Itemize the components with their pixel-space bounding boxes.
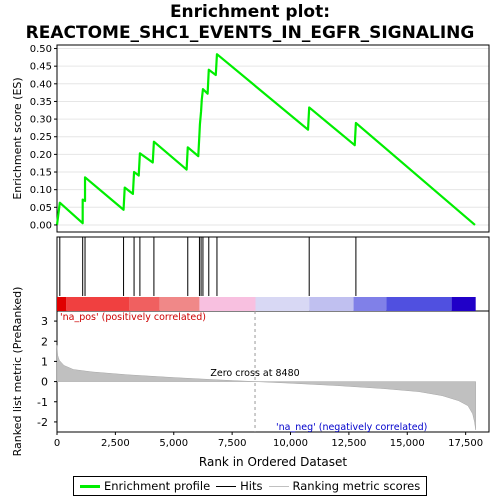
chart-title: Enrichment plot: REACTOME_SHC1_EVENTS_IN… bbox=[0, 2, 500, 44]
legend-label: Hits bbox=[240, 479, 263, 493]
legend-swatch bbox=[216, 485, 237, 487]
es-ytick-label: 0.05 bbox=[30, 203, 52, 214]
x-axis-label: Rank in Ordered Dataset bbox=[199, 455, 347, 469]
enrichment-profile-line bbox=[55, 53, 476, 226]
pos-correlated-label: 'na_pos' (positively correlated) bbox=[60, 312, 206, 323]
es-ytick-label: 0.15 bbox=[30, 168, 52, 179]
chart-legend: Enrichment profile Hits Ranking metric sco… bbox=[73, 476, 427, 496]
es-ytick-label: 0.30 bbox=[30, 115, 52, 126]
zero-cross-label: Zero cross at 8480 bbox=[210, 368, 299, 379]
colorbar-segment bbox=[451, 297, 476, 311]
metric-y-axis-label: Ranked list metric (PreRanked) bbox=[11, 287, 24, 457]
colorbar-segment bbox=[129, 297, 160, 311]
colorbar-segment bbox=[386, 297, 452, 311]
es-ytick-label: 0.10 bbox=[30, 185, 52, 196]
colorbar-segment bbox=[255, 297, 310, 311]
legend-label: Ranking metric scores bbox=[292, 479, 421, 493]
es-y-axis-label: Enrichment score (ES) bbox=[11, 77, 24, 199]
metric-ytick-label: -1 bbox=[37, 396, 48, 409]
xtick-label: 7,500 bbox=[218, 438, 247, 449]
es-ytick-label: 0.50 bbox=[30, 44, 52, 55]
xtick-label: 15,000 bbox=[390, 438, 425, 449]
neg-correlated-label: 'na_neg' (negatively correlated) bbox=[276, 422, 427, 433]
metric-ytick-label: 0 bbox=[41, 376, 48, 389]
legend-label: Enrichment profile bbox=[104, 479, 211, 493]
metric-ytick-label: 3 bbox=[41, 315, 48, 328]
legend-item: Ranking metric scores bbox=[268, 479, 421, 493]
legend-item: Enrichment profile bbox=[80, 479, 210, 493]
xtick-label: 17,500 bbox=[448, 438, 483, 449]
xtick-label: 0 bbox=[54, 438, 60, 449]
colorbar-segment bbox=[353, 297, 387, 311]
colorbar-segment bbox=[309, 297, 354, 311]
es-ytick-label: 0.20 bbox=[30, 150, 52, 161]
es-ytick-label: 0.40 bbox=[30, 79, 52, 90]
es-ytick-label: 0.00 bbox=[30, 220, 52, 231]
xtick-label: 2,500 bbox=[101, 438, 130, 449]
metric-ytick-label: 2 bbox=[41, 335, 48, 348]
xtick-label: 12,500 bbox=[331, 438, 366, 449]
es-panel-frame bbox=[56, 44, 490, 233]
es-ytick-label: 0.25 bbox=[30, 132, 52, 143]
title-line-1: Enrichment plot: bbox=[169, 2, 331, 22]
xtick-label: 10,000 bbox=[273, 438, 308, 449]
colorbar-segment bbox=[199, 297, 256, 311]
title-line-2: REACTOME_SHC1_EVENTS_IN_EGFR_SIGNALING bbox=[25, 23, 475, 43]
colorbar-segment bbox=[66, 297, 130, 311]
legend-swatch bbox=[268, 485, 289, 487]
xtick-label: 5,000 bbox=[159, 438, 188, 449]
legend-swatch bbox=[80, 484, 100, 488]
legend-item: Hits bbox=[216, 479, 263, 493]
es-ytick-label: 0.45 bbox=[30, 62, 52, 73]
colorbar-segment bbox=[159, 297, 200, 311]
colorbar-segment bbox=[57, 297, 67, 311]
ranking-metric-area bbox=[56, 345, 476, 431]
es-ytick-label: 0.35 bbox=[30, 97, 52, 108]
metric-ytick-label: -2 bbox=[37, 416, 48, 429]
metric-ytick-label: 1 bbox=[41, 355, 48, 368]
